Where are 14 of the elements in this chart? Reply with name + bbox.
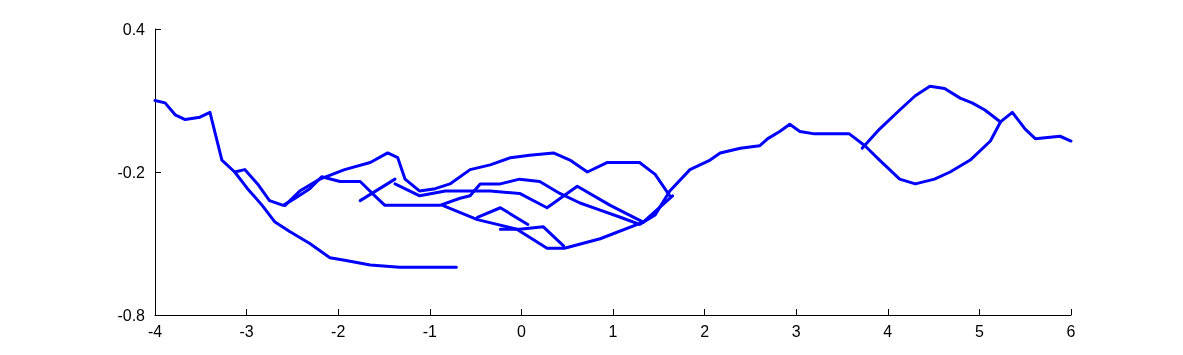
x-tick-label: -3 bbox=[239, 322, 254, 340]
x-tick-label: -4 bbox=[147, 322, 163, 340]
x-tick-label: 6 bbox=[1066, 322, 1076, 340]
x-tick-label: -1 bbox=[422, 322, 438, 340]
x-tick-label: 3 bbox=[791, 322, 801, 340]
x-tick-label: 2 bbox=[700, 322, 710, 340]
x-tick-label: 4 bbox=[883, 322, 893, 340]
x-tick-label: -2 bbox=[331, 322, 346, 340]
y-tick-label: -0.2 bbox=[117, 163, 146, 181]
x-tick-label: 0 bbox=[516, 322, 526, 340]
y-tick-label: 0.4 bbox=[122, 20, 146, 38]
y-tick-label: -0.8 bbox=[117, 306, 146, 324]
x-tick-label: 5 bbox=[974, 322, 984, 340]
x-tick-label: 1 bbox=[608, 322, 618, 340]
